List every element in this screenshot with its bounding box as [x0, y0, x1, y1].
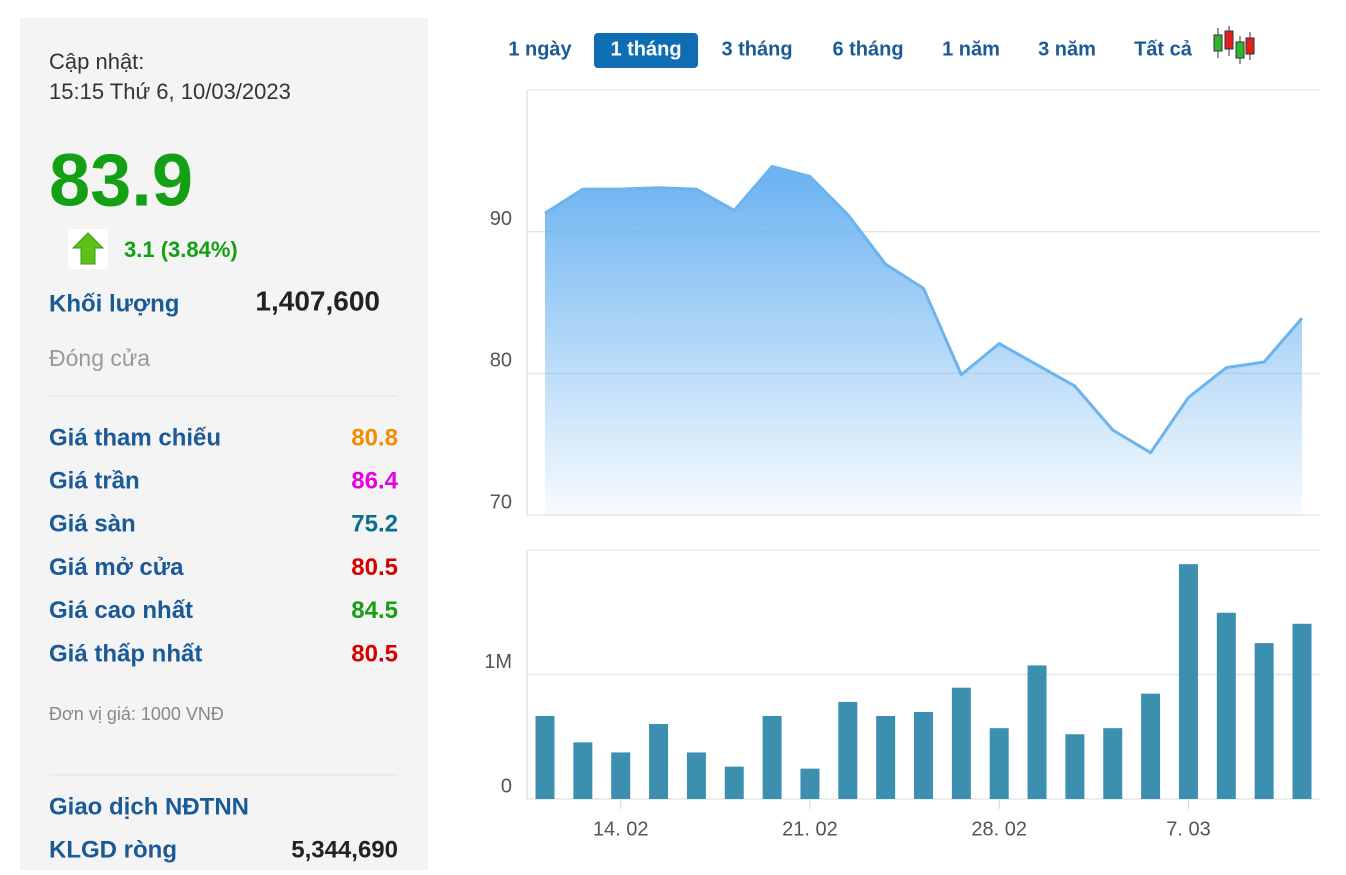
volume-bar — [686, 752, 706, 799]
tab[interactable]: 1 ngày — [508, 38, 572, 60]
tab[interactable]: 3 tháng — [721, 38, 792, 60]
tab[interactable]: Tất cả — [1134, 38, 1193, 60]
update-label: Cập nhật: — [49, 49, 144, 74]
row-label: Giá cao nhất — [49, 597, 193, 624]
volume-bar — [1065, 734, 1085, 799]
foreign-title: Giao dịch NĐTNN — [49, 793, 249, 820]
volume-bar — [838, 701, 858, 799]
volume-bar — [1216, 612, 1236, 799]
change: 3.1 (3.84%) — [124, 237, 238, 262]
volume-bar — [762, 715, 782, 799]
candle-icon — [1213, 26, 1255, 64]
up-arrow — [71, 232, 105, 265]
price: 83.9 — [49, 139, 193, 222]
y-tick-label: 70 — [490, 491, 512, 513]
y-tick-label: 1M — [484, 651, 512, 673]
price-line — [544, 165, 1304, 455]
area-fill — [545, 166, 1302, 515]
volume-bar — [1141, 693, 1161, 799]
volume-bar — [535, 715, 555, 799]
row-value: 80.5 — [351, 554, 398, 581]
row-value: 84.5 — [351, 597, 398, 624]
volume-bar — [724, 766, 744, 799]
row-label: Giá mở cửa — [49, 554, 184, 581]
row-value: 75.2 — [351, 511, 398, 538]
volume-bar — [800, 768, 820, 799]
volume-bar — [1103, 728, 1123, 799]
row-label: Giá sàn — [49, 511, 136, 538]
x-tick-label: 28. 02 — [971, 818, 1027, 840]
volume-bar — [989, 728, 1009, 799]
volume-bar — [611, 752, 631, 799]
volume-bar — [573, 742, 593, 799]
row-value: 80.8 — [351, 424, 398, 451]
volume-bar — [649, 724, 669, 799]
row-value: 86.4 — [351, 468, 398, 495]
row-label: Giá trần — [49, 468, 140, 495]
volume-label: Khối lượng — [49, 290, 179, 317]
net-label: KLGD ròng — [49, 836, 177, 863]
tab[interactable]: 3 năm — [1038, 38, 1096, 60]
row-label: Giá thấp nhất — [49, 640, 202, 667]
volume-value: 1,407,600 — [255, 285, 380, 316]
y-tick-label: 0 — [501, 775, 512, 797]
row-label: Giá tham chiếu — [49, 424, 221, 451]
net-value: 5,344,690 — [291, 836, 398, 863]
volume-bar — [876, 715, 896, 799]
tab-active-bg — [594, 33, 698, 68]
tab[interactable]: 1 tháng — [610, 38, 681, 60]
unit-note: Đơn vị giá: 1000 VNĐ — [49, 704, 224, 724]
update-time: 15:15 Thứ 6, 10/03/2023 — [49, 79, 291, 104]
x-tick-label: 7. 03 — [1166, 818, 1210, 840]
x-tick-label: 14. 02 — [593, 818, 649, 840]
close-label: Đóng cửa — [49, 345, 150, 371]
volume-bar — [1178, 564, 1198, 799]
info-panel — [20, 18, 428, 870]
row-value: 80.5 — [351, 640, 398, 667]
tab[interactable]: 1 năm — [942, 38, 1000, 60]
volume-bar — [1292, 623, 1312, 799]
volume-bar — [1027, 665, 1047, 799]
y-tick-label: 80 — [490, 350, 512, 372]
y-tick-label: 90 — [490, 208, 512, 230]
volume-bar — [951, 687, 971, 799]
tab[interactable]: 6 tháng — [832, 38, 903, 60]
x-tick-label: 21. 02 — [782, 818, 838, 840]
volume-bar — [1254, 643, 1274, 799]
volume-bar — [914, 711, 933, 799]
